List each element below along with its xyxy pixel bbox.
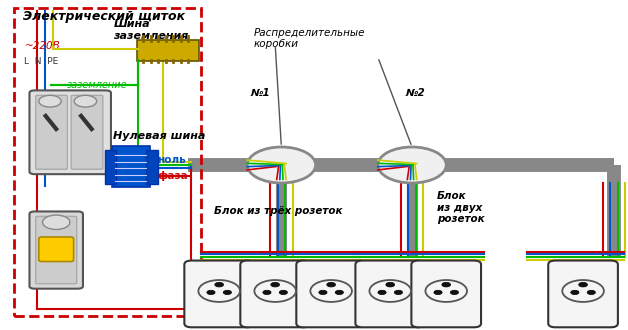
FancyBboxPatch shape <box>71 95 103 169</box>
Circle shape <box>43 215 70 229</box>
Circle shape <box>207 290 215 295</box>
FancyBboxPatch shape <box>105 149 116 184</box>
FancyBboxPatch shape <box>30 212 83 289</box>
Circle shape <box>74 95 97 107</box>
Text: №1: №1 <box>251 88 270 98</box>
Circle shape <box>378 290 386 295</box>
Circle shape <box>578 282 587 287</box>
Circle shape <box>279 290 288 295</box>
Text: Шина
заземления: Шина заземления <box>114 19 188 41</box>
Circle shape <box>571 290 579 295</box>
Text: №2: №2 <box>406 88 426 98</box>
Text: Блок из трёх розеток: Блок из трёх розеток <box>214 206 342 216</box>
FancyBboxPatch shape <box>355 261 425 327</box>
Text: Распределительные
коробки: Распределительные коробки <box>253 28 365 49</box>
Text: ноль: ноль <box>157 155 186 165</box>
FancyBboxPatch shape <box>30 90 111 174</box>
Circle shape <box>271 282 279 287</box>
Circle shape <box>335 290 344 295</box>
FancyBboxPatch shape <box>39 237 73 262</box>
Circle shape <box>224 290 232 295</box>
Circle shape <box>39 95 61 107</box>
Circle shape <box>263 290 271 295</box>
Circle shape <box>434 290 442 295</box>
Circle shape <box>587 290 595 295</box>
FancyBboxPatch shape <box>296 261 366 327</box>
Text: ~220В: ~220В <box>24 41 60 50</box>
Circle shape <box>247 147 316 183</box>
Circle shape <box>394 290 403 295</box>
Circle shape <box>215 282 224 287</box>
FancyBboxPatch shape <box>146 149 158 184</box>
FancyBboxPatch shape <box>36 216 77 284</box>
FancyBboxPatch shape <box>137 40 198 61</box>
Circle shape <box>319 290 327 295</box>
Text: заземление: заземление <box>67 80 127 90</box>
FancyBboxPatch shape <box>112 146 149 187</box>
Text: L  N  PE: L N PE <box>24 57 59 66</box>
FancyBboxPatch shape <box>241 261 310 327</box>
Circle shape <box>442 282 451 287</box>
FancyBboxPatch shape <box>185 261 254 327</box>
Circle shape <box>450 290 458 295</box>
FancyBboxPatch shape <box>411 261 481 327</box>
Circle shape <box>386 282 394 287</box>
Text: Электрический щиток: Электрический щиток <box>23 10 185 22</box>
Text: фаза: фаза <box>157 172 188 182</box>
Text: Блок
из двух
розеток: Блок из двух розеток <box>437 191 485 224</box>
FancyBboxPatch shape <box>36 95 67 169</box>
Circle shape <box>327 282 335 287</box>
FancyBboxPatch shape <box>548 261 618 327</box>
Circle shape <box>378 147 447 183</box>
Text: Нулевая шина: Нулевая шина <box>114 131 206 141</box>
